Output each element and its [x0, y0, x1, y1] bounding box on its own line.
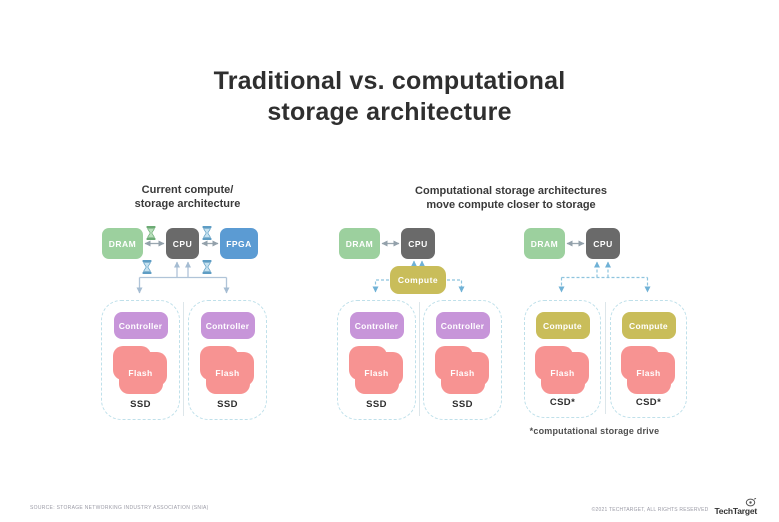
left-heading-line1: Current compute/ [141, 184, 234, 196]
right-dram-label: DRAM [530, 238, 559, 249]
computational-heading-line1: Computational storage architectures [415, 185, 607, 197]
drive-label: SSD [366, 399, 387, 410]
flash-stack: Flash [199, 346, 256, 396]
controller-box: Controller [200, 312, 255, 339]
flash-stack: Flash [434, 346, 491, 396]
hourglass-icon [202, 226, 212, 240]
middle-compute-label: Compute [397, 275, 439, 285]
flash-chip [440, 360, 485, 394]
controller-box: Controller [349, 312, 404, 339]
target-icon [745, 498, 757, 507]
left-dram-label: DRAM [108, 238, 137, 249]
right-csd-drive-2: Compute Flash CSD* [610, 300, 687, 418]
left-storage-branch [136, 261, 230, 294]
drive-label: CSD* [635, 397, 662, 408]
left-fpga-box: FPGA [220, 228, 258, 259]
left-cpu-label: CPU [172, 238, 193, 249]
page-title-line2: storage architecture [267, 98, 512, 126]
drive-divider [418, 302, 420, 416]
middle-dram-label: DRAM [345, 238, 374, 249]
flash-stack: Flash [620, 346, 677, 396]
compute-label: Compute [629, 320, 668, 331]
flash-chip [205, 360, 250, 394]
middle-ssd-drive-1: Controller Flash SSD [337, 300, 416, 420]
page-title: Traditional vs. computational storage ar… [0, 66, 779, 128]
compute-box: Compute [535, 312, 590, 339]
flash-label: Flash [128, 368, 153, 378]
brand-block: TechTarget [714, 498, 757, 516]
drive-divider [183, 302, 184, 416]
computational-heading-line2: move compute closer to storage [426, 199, 596, 211]
copyright-text: ©2021 TECHTARGET, ALL RIGHTS RESERVED [591, 506, 709, 513]
left-ssd-drive-1: Controller Flash SSD [101, 300, 180, 420]
hourglass-icon [142, 260, 152, 274]
controller-label: Controller [205, 320, 250, 331]
hourglass-icon [146, 226, 156, 240]
left-dram-box: DRAM [102, 228, 143, 259]
brand-wordmark: TechTarget [714, 506, 757, 516]
left-cpu-box: CPU [166, 228, 199, 259]
drive-label: CSD* [549, 397, 576, 408]
right-csd-drive-1: Compute Flash CSD* [524, 300, 601, 418]
flash-label: Flash [636, 368, 661, 378]
controller-label: Controller [440, 320, 485, 331]
flash-stack: Flash [112, 346, 169, 396]
footer-right: ©2021 TECHTARGET, ALL RIGHTS RESERVED Te… [592, 498, 757, 516]
flash-chip [626, 360, 671, 394]
flash-label: Flash [550, 368, 575, 378]
middle-ssd-drive-2: Controller Flash SSD [423, 300, 502, 420]
flash-label: Flash [364, 368, 389, 378]
drive-label: SSD [452, 399, 473, 410]
right-dram-box: DRAM [524, 228, 565, 259]
left-diagram-heading: Current compute/ storage architecture [105, 183, 270, 211]
flash-chip [540, 360, 585, 394]
compute-box: Compute [621, 312, 676, 339]
right-storage-branch [558, 261, 651, 293]
flash-label: Flash [450, 368, 475, 378]
compute-label: Compute [543, 320, 582, 331]
right-cpu-label: CPU [593, 238, 613, 249]
left-ssd-drive-2: Controller Flash SSD [188, 300, 267, 420]
left-fpga-label: FPGA [226, 238, 252, 249]
middle-dram-box: DRAM [339, 228, 380, 259]
middle-compute-box: Compute [390, 266, 446, 294]
flash-chip [354, 360, 399, 394]
middle-cpu-label: CPU [408, 238, 428, 249]
drive-label: SSD [130, 399, 151, 410]
left-heading-line2: storage architecture [134, 198, 241, 210]
drive-label: SSD [217, 399, 238, 410]
page-title-line1: Traditional vs. computational [213, 67, 566, 95]
flash-chip [118, 360, 163, 394]
middle-cpu-box: CPU [401, 228, 435, 259]
flash-stack: Flash [348, 346, 405, 396]
controller-box: Controller [113, 312, 168, 339]
flash-label: Flash [215, 368, 240, 378]
controller-label: Controller [118, 320, 163, 331]
csd-footnote: *computational storage drive [529, 426, 660, 436]
right-cpu-box: CPU [586, 228, 620, 259]
computational-heading: Computational storage architectures move… [393, 184, 629, 212]
drive-divider [604, 302, 606, 414]
flash-stack: Flash [534, 346, 591, 396]
hourglass-icon [202, 260, 212, 274]
source-attribution: SOURCE: STORAGE NETWORKING INDUSTRY ASSO… [30, 505, 209, 511]
controller-box: Controller [435, 312, 490, 339]
controller-label: Controller [354, 320, 399, 331]
